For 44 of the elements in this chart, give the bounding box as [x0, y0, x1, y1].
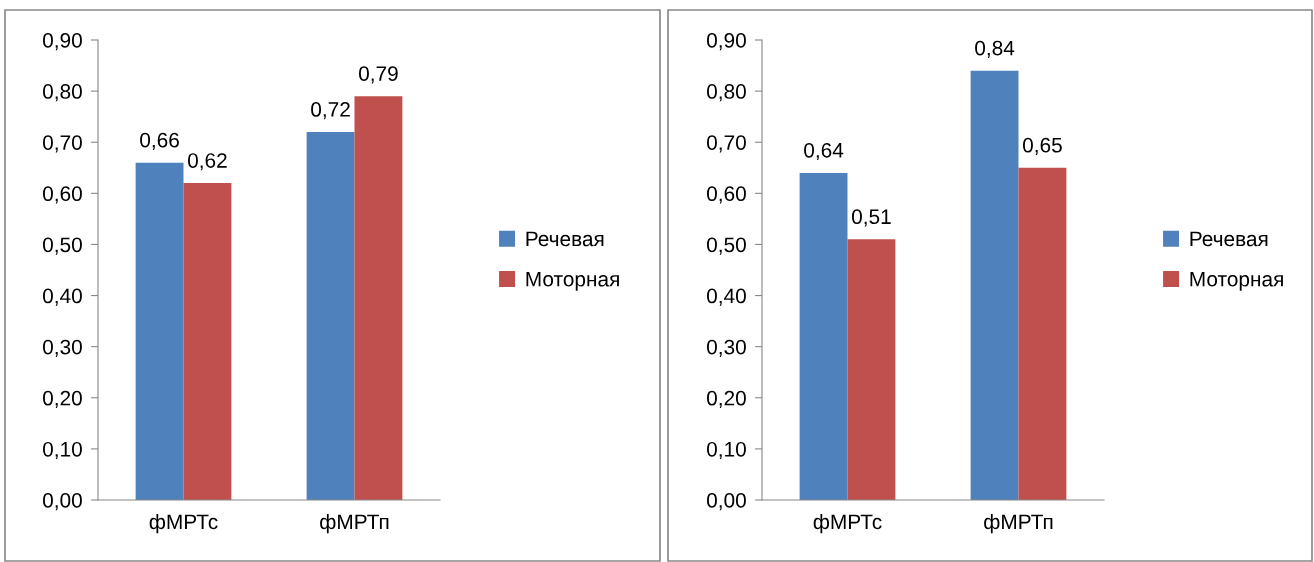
y-tick-label: 0,20: [706, 390, 746, 408]
data-label: 0,72: [311, 102, 350, 120]
x-tick-label: фМРТс: [149, 513, 218, 534]
y-tick-label: 0,80: [706, 84, 746, 102]
bar: [847, 239, 896, 500]
y-tick-label: 0,70: [42, 135, 82, 153]
legend-label: Моторная: [526, 271, 619, 291]
y-tick-label: 0,70: [706, 135, 746, 153]
x-tick-label: фМРТп: [984, 513, 1053, 534]
data-label: 0,66: [140, 132, 179, 150]
y-tick-label: 0,40: [706, 288, 746, 306]
y-tick-label: 0,30: [42, 339, 82, 357]
y-tick-label: 0,50: [706, 237, 746, 255]
legend-label: Речевая: [526, 231, 604, 247]
bar: [135, 162, 184, 500]
y-tick-label: 0,60: [42, 186, 82, 204]
bar: [306, 132, 355, 500]
bar: [970, 70, 1019, 500]
y-tick-label: 0,90: [706, 33, 746, 51]
data-label: 0,62: [187, 153, 227, 171]
bar: [183, 183, 232, 500]
y-tick-label: 0,80: [42, 84, 82, 102]
legend-label: Речевая: [1190, 231, 1268, 247]
data-label: 0,84: [975, 40, 1015, 58]
bar: [354, 96, 403, 500]
y-tick-label: 0,10: [42, 441, 82, 460]
y-tick-label: 0,00: [42, 493, 82, 511]
y-tick-label: 0,20: [42, 390, 82, 408]
x-tick-label: фМРТп: [320, 513, 389, 534]
y-tick-label: 0,60: [706, 186, 746, 204]
y-tick-label: 0,50: [42, 237, 82, 255]
legend-label: Моторная: [1190, 271, 1283, 291]
y-tick-label: 0,30: [706, 339, 746, 357]
data-label: 0,65: [1022, 137, 1062, 156]
data-label: 0,51: [851, 209, 891, 227]
y-tick-label: 0,40: [42, 288, 82, 306]
bar: [1018, 167, 1067, 500]
bar: [799, 172, 848, 500]
x-tick-label: фМРТс: [813, 513, 882, 534]
data-label: 0,64: [804, 142, 844, 161]
data-label: 0,79: [358, 66, 398, 84]
y-tick-label: 0,10: [706, 441, 746, 460]
y-tick-label: 0,90: [42, 33, 82, 51]
y-tick-label: 0,00: [706, 493, 746, 511]
